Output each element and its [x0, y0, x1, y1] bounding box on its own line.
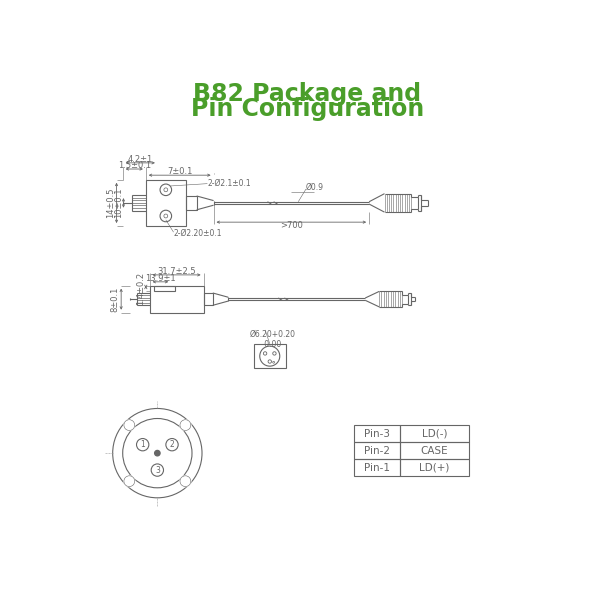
Text: 3: 3 [155, 466, 160, 475]
Bar [186, 196, 197, 210]
Text: 31.7±2.5: 31.7±2.5 [157, 266, 196, 275]
Bar [254, 344, 286, 368]
Text: CASE: CASE [421, 446, 448, 456]
Text: 4.2±1: 4.2±1 [128, 155, 153, 164]
Text: Ø6.20+0.20
      0.00: Ø6.20+0.20 0.00 [250, 330, 296, 349]
Text: Pin-2: Pin-2 [364, 446, 390, 456]
Text: 2-Ø2.1±0.1: 2-Ø2.1±0.1 [208, 179, 251, 188]
Text: LD(-): LD(-) [422, 429, 448, 439]
Bar [354, 460, 400, 476]
Circle shape [124, 476, 134, 487]
Bar [400, 425, 469, 442]
Text: 1.5±0.1: 1.5±0.1 [118, 161, 151, 170]
Text: 2: 2 [170, 440, 175, 449]
Text: 8±0.1: 8±0.1 [110, 286, 119, 312]
Text: 10±0.1: 10±0.1 [115, 188, 124, 218]
Bar [400, 442, 469, 460]
Bar [154, 286, 175, 291]
Text: 2-Ø2.20±0.1: 2-Ø2.20±0.1 [173, 229, 222, 238]
Bar [203, 293, 213, 305]
Text: 13.9±1: 13.9±1 [145, 274, 176, 283]
Bar [149, 286, 203, 313]
Circle shape [155, 451, 160, 456]
Bar [354, 442, 400, 460]
Text: Ø0.9: Ø0.9 [306, 183, 324, 192]
Text: Pin-3: Pin-3 [364, 429, 390, 439]
Bar [400, 460, 469, 476]
Bar [354, 425, 400, 442]
Circle shape [180, 420, 191, 430]
Text: 7±0.1: 7±0.1 [167, 167, 193, 176]
Text: LD(+): LD(+) [419, 463, 450, 473]
Text: 1.4±0.2: 1.4±0.2 [136, 272, 145, 305]
Text: B82 Package and: B82 Package and [193, 82, 422, 106]
Text: 1: 1 [140, 440, 145, 449]
Bar [146, 180, 186, 226]
Text: Pin Configuration: Pin Configuration [191, 97, 424, 121]
Text: Pin-1: Pin-1 [364, 463, 390, 473]
Circle shape [124, 420, 134, 430]
Text: >700: >700 [280, 221, 303, 230]
Circle shape [180, 476, 191, 487]
Text: 14±0.5: 14±0.5 [106, 188, 115, 218]
